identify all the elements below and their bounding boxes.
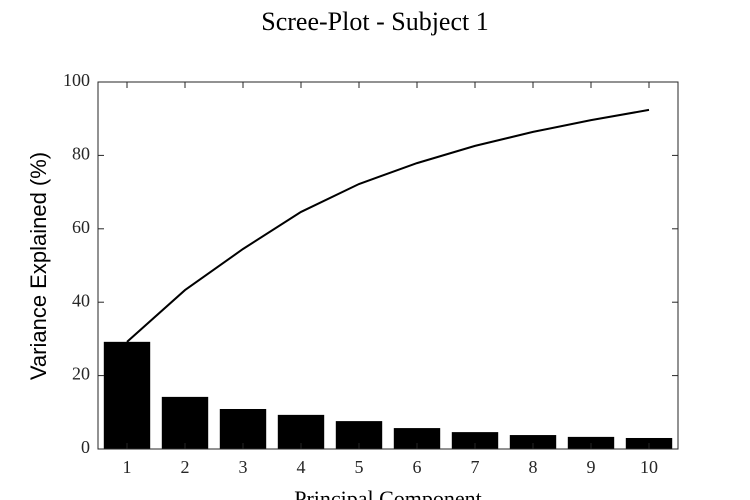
- x-tick-label: 1: [123, 457, 132, 477]
- y-tick-label: 80: [72, 144, 90, 164]
- x-tick-label: 3: [239, 457, 248, 477]
- x-tick-label: 6: [413, 457, 422, 477]
- bar: [393, 428, 441, 449]
- bar: [219, 408, 267, 449]
- bar: [509, 435, 557, 449]
- x-tick-label: 10: [640, 457, 658, 477]
- plot-frame: [97, 81, 679, 450]
- y-tick-label: 0: [81, 437, 90, 457]
- y-axis-label: Variance Explained (%): [26, 152, 51, 380]
- cumulative-line: [126, 108, 650, 343]
- bar: [161, 396, 209, 449]
- chart-title: Scree-Plot - Subject 1: [261, 7, 488, 36]
- x-tick-label: 9: [587, 457, 596, 477]
- y-tick-label: 20: [72, 364, 90, 384]
- bar: [103, 341, 151, 449]
- x-tick-label: 7: [471, 457, 480, 477]
- bar: [451, 432, 499, 449]
- y-tick-label: 100: [63, 70, 90, 90]
- x-axis-label: Principal Component: [294, 486, 482, 500]
- y-tick-label: 60: [72, 217, 90, 237]
- bar: [567, 436, 615, 449]
- x-tick-label: 2: [181, 457, 190, 477]
- x-tick-label: 4: [297, 457, 306, 477]
- x-tick-label: 5: [355, 457, 364, 477]
- x-tick-label: 8: [529, 457, 538, 477]
- y-tick-label: 40: [72, 290, 90, 310]
